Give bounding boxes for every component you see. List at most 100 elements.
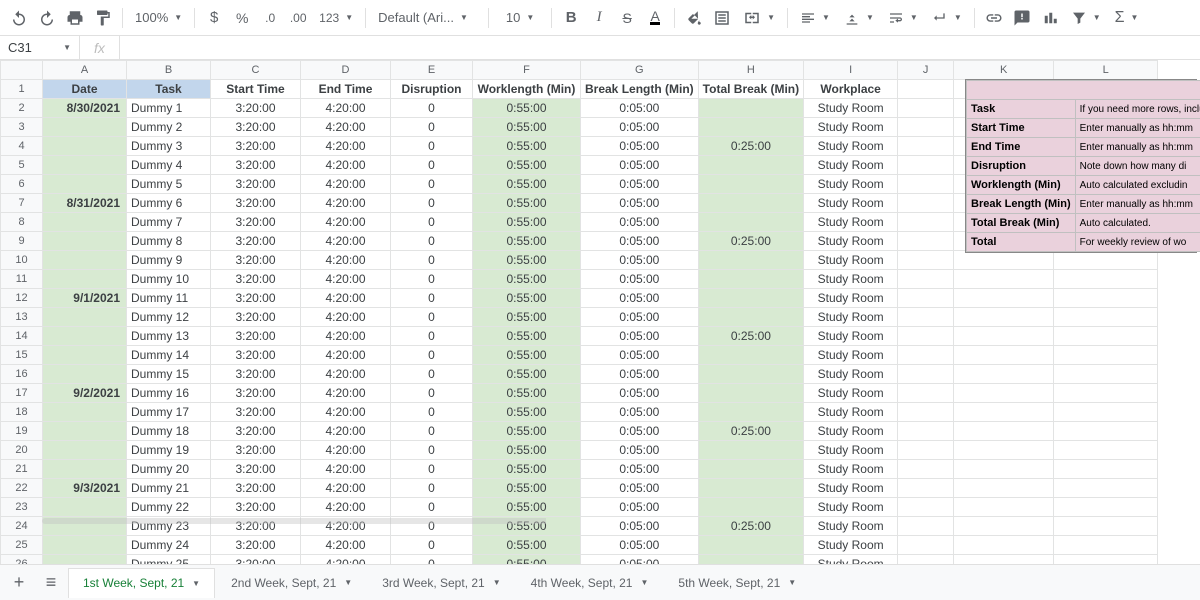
task-cell[interactable]: Dummy 14 <box>127 346 211 365</box>
row-header-25[interactable]: 25 <box>1 536 43 555</box>
row-header-2[interactable]: 2 <box>1 99 43 118</box>
row-header-6[interactable]: 6 <box>1 175 43 194</box>
fontsize-dropdown[interactable]: 10▼ <box>495 5 545 31</box>
col-header-K[interactable]: K <box>954 61 1054 80</box>
comment-button[interactable] <box>1009 5 1035 31</box>
header-task[interactable]: Task <box>127 80 211 99</box>
row-header-19[interactable]: 19 <box>1 422 43 441</box>
hint-label[interactable]: End Time <box>967 138 1076 157</box>
filter-dropdown[interactable]: ▼ <box>1065 5 1107 31</box>
more-formats-dropdown[interactable]: 123▼ <box>313 5 359 31</box>
task-cell[interactable]: Dummy 12 <box>127 308 211 327</box>
halign-dropdown[interactable]: ▼ <box>794 5 836 31</box>
row-header-23[interactable]: 23 <box>1 498 43 517</box>
header-totalbreak[interactable]: Total Break (Min) <box>698 80 803 99</box>
header-disruption[interactable]: Disruption <box>391 80 473 99</box>
task-cell[interactable]: Dummy 15 <box>127 365 211 384</box>
task-cell[interactable]: Dummy 10 <box>127 270 211 289</box>
task-cell[interactable]: Dummy 2 <box>127 118 211 137</box>
sheet-tab-menu-icon[interactable]: ▼ <box>640 578 648 587</box>
col-header-A[interactable]: A <box>43 61 127 80</box>
col-header-C[interactable]: C <box>211 61 301 80</box>
hint-label[interactable]: Start Time <box>967 119 1076 138</box>
row-header-13[interactable]: 13 <box>1 308 43 327</box>
col-header-E[interactable]: E <box>391 61 473 80</box>
col-header-B[interactable]: B <box>127 61 211 80</box>
sheet-tab-menu-icon[interactable]: ▼ <box>344 578 352 587</box>
header-breaklen[interactable]: Break Length (Min) <box>581 80 699 99</box>
font-dropdown[interactable]: Default (Ari...▼ <box>372 5 482 31</box>
hint-desc[interactable]: Note down how many di <box>1075 157 1200 176</box>
header-workplace[interactable]: Workplace <box>804 80 898 99</box>
hint-desc[interactable]: Auto calculated excludin <box>1075 176 1200 195</box>
sheet-tab[interactable]: 1st Week, Sept, 21▼ <box>68 568 215 598</box>
row-header-4[interactable]: 4 <box>1 137 43 156</box>
hint-label[interactable]: Disruption <box>967 157 1076 176</box>
currency-button[interactable]: $ <box>201 5 227 31</box>
hint-desc[interactable]: Enter manually as hh:mm <box>1075 195 1200 214</box>
task-cell[interactable]: Dummy 18 <box>127 422 211 441</box>
task-cell[interactable]: Dummy 17 <box>127 403 211 422</box>
hint-label[interactable]: Worklength (Min) <box>967 176 1076 195</box>
task-cell[interactable]: Dummy 11 <box>127 289 211 308</box>
print-button[interactable] <box>62 5 88 31</box>
decrease-decimal-button[interactable]: .0 <box>257 5 283 31</box>
task-cell[interactable]: Dummy 8 <box>127 232 211 251</box>
italic-button[interactable]: I <box>586 5 612 31</box>
header-date[interactable]: Date <box>43 80 127 99</box>
date-cell[interactable]: 9/2/2021 <box>43 384 127 403</box>
row-header-7[interactable]: 7 <box>1 194 43 213</box>
task-cell[interactable]: Dummy 9 <box>127 251 211 270</box>
task-cell[interactable]: Dummy 13 <box>127 327 211 346</box>
hint-desc[interactable]: If you need more rows, include <box>1075 100 1200 119</box>
col-header-H[interactable]: H <box>698 61 803 80</box>
row-header-16[interactable]: 16 <box>1 365 43 384</box>
add-sheet-button[interactable]: + <box>4 568 34 598</box>
sheet-tab-menu-icon[interactable]: ▼ <box>192 579 200 588</box>
row-header-10[interactable]: 10 <box>1 251 43 270</box>
task-cell[interactable]: Dummy 5 <box>127 175 211 194</box>
row-header-20[interactable]: 20 <box>1 441 43 460</box>
borders-button[interactable] <box>709 5 735 31</box>
sheet-tab-menu-icon[interactable]: ▼ <box>493 578 501 587</box>
col-header-F[interactable]: F <box>473 61 581 80</box>
row-header-8[interactable]: 8 <box>1 213 43 232</box>
hint-desc[interactable]: Enter manually as hh:mm <box>1075 138 1200 157</box>
task-cell[interactable]: Dummy 20 <box>127 460 211 479</box>
sheet-tab-menu-icon[interactable]: ▼ <box>788 578 796 587</box>
row-header-21[interactable]: 21 <box>1 460 43 479</box>
col-header-G[interactable]: G <box>581 61 699 80</box>
col-header-J[interactable]: J <box>898 61 954 80</box>
task-cell[interactable]: Dummy 1 <box>127 99 211 118</box>
task-cell[interactable]: Dummy 19 <box>127 441 211 460</box>
row-header-24[interactable]: 24 <box>1 517 43 536</box>
row-header-12[interactable]: 12 <box>1 289 43 308</box>
row-header-1[interactable]: 1 <box>1 80 43 99</box>
spreadsheet-grid[interactable]: ABCDEFGHIJKL1 Date Task Start Time End T… <box>0 60 1200 564</box>
row-header-14[interactable]: 14 <box>1 327 43 346</box>
wrap-dropdown[interactable]: ▼ <box>882 5 924 31</box>
increase-decimal-button[interactable]: .00 <box>285 5 311 31</box>
row-header-26[interactable]: 26 <box>1 555 43 565</box>
undo-button[interactable] <box>6 5 32 31</box>
header-end[interactable]: End Time <box>301 80 391 99</box>
header-start[interactable]: Start Time <box>211 80 301 99</box>
fill-color-button[interactable] <box>681 5 707 31</box>
sheet-tab[interactable]: 3rd Week, Sept, 21▼ <box>368 568 514 598</box>
row-header-17[interactable]: 17 <box>1 384 43 403</box>
bold-button[interactable]: B <box>558 5 584 31</box>
redo-button[interactable] <box>34 5 60 31</box>
chart-button[interactable] <box>1037 5 1063 31</box>
col-header-L[interactable]: L <box>1054 61 1158 80</box>
header-worklength[interactable]: Worklength (Min) <box>473 80 581 99</box>
row-header-3[interactable]: 3 <box>1 118 43 137</box>
col-header-D[interactable]: D <box>301 61 391 80</box>
task-cell[interactable]: Dummy 6 <box>127 194 211 213</box>
hint-label[interactable]: Total Break (Min) <box>967 214 1076 233</box>
hint-desc[interactable]: For weekly review of wo <box>1075 233 1200 252</box>
task-cell[interactable]: Dummy 3 <box>127 137 211 156</box>
date-cell[interactable]: 8/30/2021 <box>43 99 127 118</box>
sheet-tab[interactable]: 2nd Week, Sept, 21▼ <box>217 568 366 598</box>
row-header-11[interactable]: 11 <box>1 270 43 289</box>
task-cell[interactable]: Dummy 22 <box>127 498 211 517</box>
